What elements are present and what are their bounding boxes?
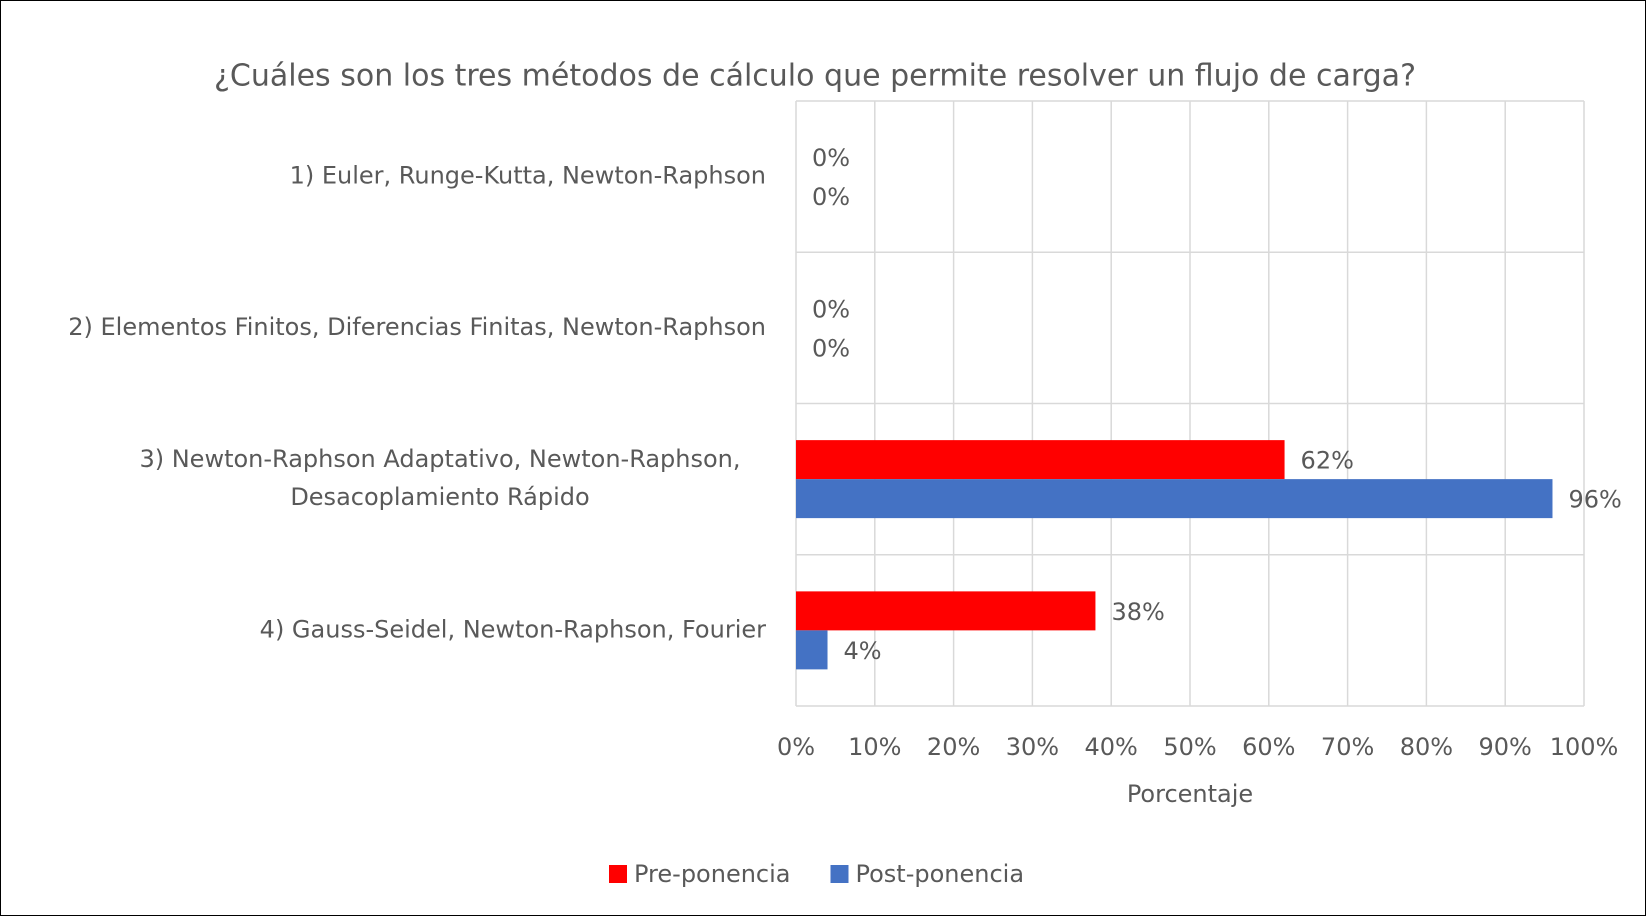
x-tick-label: 70% (1321, 733, 1374, 761)
y-tick-label: 2) Elementos Finitos, Diferencias Finita… (68, 313, 766, 341)
data-label: 62% (1301, 447, 1354, 475)
y-tick-label: 4) Gauss-Seidel, Newton-Raphson, Fourier (260, 615, 766, 643)
data-label: 96% (1568, 486, 1621, 514)
data-label: 4% (844, 637, 882, 665)
bar (796, 440, 1285, 480)
data-label: 0% (812, 334, 850, 362)
x-tick-label: 20% (927, 733, 980, 761)
legend-label: Pre-ponencia (634, 860, 791, 888)
y-tick-label: 1) Euler, Runge-Kutta, Newton-Raphson (290, 162, 766, 190)
x-axis-label: Porcentaje (1127, 780, 1253, 808)
x-tick-label: 80% (1400, 733, 1453, 761)
data-label: 0% (812, 144, 850, 172)
y-tick-label: 3) Newton-Raphson Adaptativo, Newton-Rap… (139, 445, 740, 511)
bar (796, 591, 1096, 631)
bar (796, 479, 1553, 519)
legend-swatch (830, 865, 849, 883)
x-tick-label: 0% (777, 733, 815, 761)
data-label: 0% (812, 295, 850, 323)
data-label: 0% (812, 183, 850, 211)
data-label: 38% (1111, 598, 1164, 626)
bar (796, 630, 828, 670)
x-tick-label: 40% (1085, 733, 1138, 761)
legend-swatch (609, 865, 627, 883)
x-tick-label: 30% (1006, 733, 1059, 761)
legend-label: Post-ponencia (856, 860, 1025, 888)
x-tick-label: 60% (1242, 733, 1295, 761)
chart-title: ¿Cuáles son los tres métodos de cálculo … (214, 59, 1416, 94)
x-tick-label: 100% (1550, 733, 1619, 761)
x-tick-label: 50% (1163, 733, 1216, 761)
x-tick-label: 10% (848, 733, 901, 761)
x-tick-label: 90% (1479, 733, 1532, 761)
